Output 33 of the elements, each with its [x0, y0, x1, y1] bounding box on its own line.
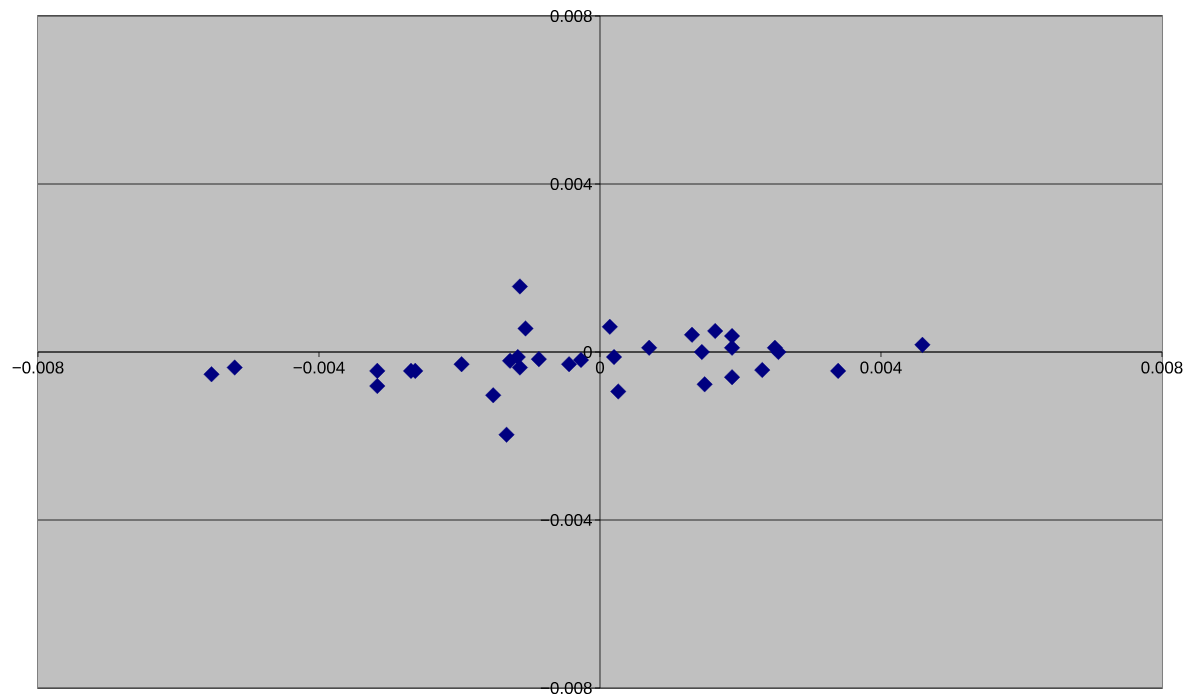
- point: [561, 356, 578, 373]
- point: [641, 339, 658, 356]
- point: [453, 356, 470, 373]
- point: [724, 339, 741, 356]
- point: [226, 359, 243, 376]
- point: [914, 336, 931, 353]
- point: [203, 366, 220, 383]
- point: [754, 362, 771, 379]
- point: [498, 426, 515, 443]
- y-tick-label: 0.004: [550, 177, 592, 191]
- point: [369, 378, 386, 394]
- point: [511, 278, 528, 295]
- y-tick-label: −0.004: [540, 513, 592, 527]
- point: [770, 344, 787, 360]
- point: [830, 362, 847, 379]
- point: [684, 326, 700, 343]
- point: [485, 387, 502, 404]
- x-tick-label: −0.004: [293, 361, 345, 374]
- point: [693, 344, 710, 360]
- x-tick-label: −0.008: [12, 361, 64, 374]
- x-tick-label: 0.008: [1141, 361, 1183, 374]
- point: [530, 351, 547, 368]
- point: [601, 318, 618, 335]
- point: [369, 362, 386, 379]
- x-tick-label: 0.004: [860, 361, 902, 374]
- point: [517, 320, 534, 337]
- point: [724, 369, 741, 386]
- point: [606, 349, 623, 366]
- point: [696, 376, 713, 393]
- point: [707, 323, 724, 339]
- x-tick-label: 0: [595, 361, 605, 374]
- point: [511, 359, 528, 376]
- point: [610, 383, 627, 400]
